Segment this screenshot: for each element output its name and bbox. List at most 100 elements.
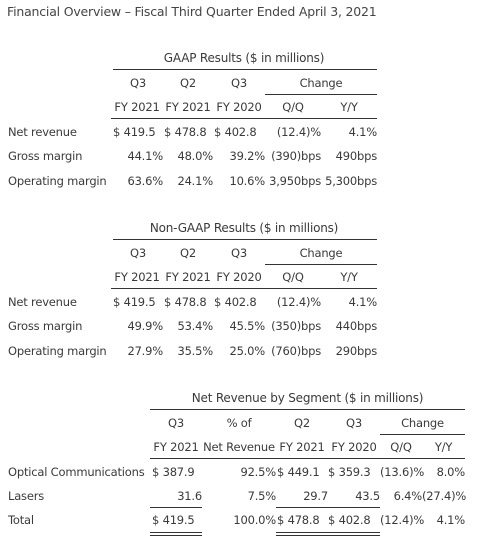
nongaap-cell: $ 402.8 [214,295,257,309]
segment-cell: 4.1% [436,513,466,527]
nongaap-h2-fy2021-b: FY 2021 [165,270,211,284]
segment-cell: $ 387.9 [152,465,195,479]
segment-h2-qq: Q/Q [390,440,412,454]
gaap-cell: 3,950bps [269,174,321,188]
gaap-row-label: Net revenue [8,125,77,139]
gaap-cell: (390)bps [271,149,321,163]
segment-header-rule [150,458,465,459]
segment-cell: 31.6 [177,489,202,503]
nongaap-cell: (760)bps [271,344,321,358]
segment-cell: $ 402.8 [328,513,371,527]
gaap-row-label: Operating margin [8,174,107,188]
gaap-header-rule [111,118,377,119]
segment-cell: 43.5 [355,489,380,503]
gaap-cell: 10.6% [229,174,265,188]
segment-subtotal-rule [150,507,202,508]
gaap-table-title: GAAP Results ($ in millions) [163,51,325,65]
gaap-cell: $ 402.8 [214,125,257,139]
nongaap-cell: $ 478.8 [164,295,207,309]
page-title: Financial Overview – Fiscal Third Quarte… [7,4,377,19]
nongaap-h1-change: Change [299,246,343,260]
segment-h2-fy2021-b: FY 2021 [279,440,325,454]
nongaap-cell: 25.0% [229,344,265,358]
gaap-cell: $ 478.8 [164,125,207,139]
segment-h1-q2-2021: Q2 [294,416,310,430]
segment-total-double-rule [150,535,202,536]
segment-change-rule [380,434,465,435]
segment-cell: $ 419.5 [152,513,195,527]
nongaap-header-rule [111,288,377,289]
gaap-h1-q3-2020: Q3 [231,76,247,90]
gaap-cell: 5,300bps [325,174,377,188]
gaap-cell: 4.1% [348,125,378,139]
segment-h2-fy2020: FY 2020 [331,440,377,454]
segment-h2-yy: Y/Y [434,440,453,454]
nongaap-h2-yy: Y/Y [340,270,358,284]
segment-cell: 6.4% [393,489,423,503]
nongaap-h1-q3-2021: Q3 [130,246,146,260]
nongaap-cell: 4.1% [348,295,378,309]
gaap-h2-yy: Y/Y [340,100,358,114]
nongaap-title-rule [113,239,377,240]
segment-total-double-rule [276,535,380,536]
gaap-cell: 24.1% [177,174,213,188]
gaap-cell: $ 419.5 [113,125,156,139]
nongaap-h2-fy2021-a: FY 2021 [114,270,160,284]
nongaap-cell: 53.4% [177,319,213,333]
nongaap-cell: (12.4)% [276,295,321,309]
nongaap-cell: $ 419.5 [113,295,156,309]
nongaap-h2-fy2020: FY 2020 [216,270,262,284]
nongaap-cell: 290bps [335,344,378,358]
gaap-change-rule [265,94,377,95]
nongaap-h1-q3-2020: Q3 [231,246,247,260]
nongaap-change-rule [265,264,377,265]
nongaap-cell: (350)bps [271,319,321,333]
nongaap-cell: 440bps [335,319,378,333]
gaap-cell: 39.2% [229,149,265,163]
segment-row-label: Optical Communications [8,465,145,479]
gaap-h1-q3-2021: Q3 [130,76,146,90]
segment-row-label: Total [8,513,34,527]
nongaap-row-label: Operating margin [8,344,107,358]
nongaap-cell: 27.9% [127,344,163,358]
gaap-cell: 48.0% [177,149,213,163]
segment-h2-net-revenue: Net Revenue [203,440,275,454]
segment-cell: 29.7 [303,489,328,503]
nongaap-table-title: Non-GAAP Results ($ in millions) [149,221,339,235]
gaap-h1-change: Change [299,76,343,90]
nongaap-cell: 45.5% [229,319,265,333]
nongaap-h2-qq: Q/Q [282,270,304,284]
segment-h1-change: Change [401,416,444,430]
gaap-h2-fy2021-a: FY 2021 [114,100,160,114]
gaap-h2-qq: Q/Q [282,100,304,114]
segment-row-label: Lasers [8,489,45,503]
segment-title-rule [150,409,465,410]
segment-cell: (12.4)% [380,513,425,527]
gaap-h2-fy2021-b: FY 2021 [165,100,211,114]
segment-cell: $ 449.1 [277,465,320,479]
gaap-cell: 44.1% [127,149,163,163]
segment-cell: 100.0% [233,513,276,527]
gaap-title-rule [113,69,377,70]
segment-cell: $ 478.8 [277,513,320,527]
gaap-h2-fy2020: FY 2020 [216,100,262,114]
segment-total-double-rule [150,532,202,533]
segment-cell: $ 359.3 [328,465,371,479]
nongaap-cell: 35.5% [177,344,213,358]
nongaap-cell: 49.9% [127,319,163,333]
segment-cell: 8.0% [436,465,466,479]
nongaap-h1-q2-2021: Q2 [180,246,196,260]
segment-subtotal-rule [276,507,380,508]
gaap-row-label: Gross margin [8,149,83,163]
segment-cell: (13.6)% [380,465,425,479]
gaap-cell: 63.6% [127,174,163,188]
segment-cell: 92.5% [240,465,276,479]
segment-table-title: Net Revenue by Segment ($ in millions) [191,391,424,405]
segment-h2-fy2021-a: FY 2021 [153,440,199,454]
segment-cell: 7.5% [247,489,277,503]
gaap-h1-q2-2021: Q2 [180,76,196,90]
gaap-cell: 490bps [335,149,378,163]
segment-cell: (27.4)% [422,489,467,503]
segment-h1-q3-2021: Q3 [168,416,184,430]
